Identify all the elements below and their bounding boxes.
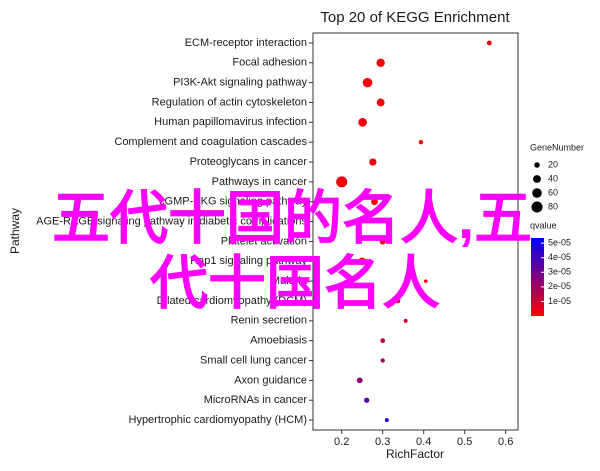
watermark-text: 代十国名人 <box>149 251 440 316</box>
color-tick-label: 1e-05 <box>548 296 571 306</box>
color-tick-label: 5e-05 <box>548 237 571 247</box>
x-tick-label: 0.3 <box>375 436 390 448</box>
bubble <box>395 298 401 304</box>
y-tick-label: ECM-receptor interaction <box>185 37 307 49</box>
y-tick-label: Dilated cardiomyopathy (DCM) <box>157 295 307 307</box>
size-legend-dot <box>532 188 542 198</box>
y-tick-label: Renin secretion <box>231 315 307 327</box>
size-legend-dot <box>533 175 541 183</box>
bubble <box>403 318 408 323</box>
bubble <box>371 198 378 206</box>
y-axis-title: Pathway <box>8 208 22 254</box>
y-tick-label: Proteoglycans in cancer <box>190 156 308 168</box>
size-legend-label: 80 <box>548 201 558 211</box>
bubble <box>380 338 386 344</box>
bubble <box>362 77 373 88</box>
bubble <box>358 257 366 265</box>
chart-title: Top 20 of KEGG Enrichment <box>320 9 510 26</box>
bubble <box>486 40 492 46</box>
bubble <box>376 98 385 107</box>
x-tick-label: 0.5 <box>457 436 472 448</box>
y-tick-label: Hypertrophic cardiomyopathy (HCM) <box>129 414 308 426</box>
y-tick-label: Regulation of actin cytoskeleton <box>152 96 307 108</box>
y-tick-label: Amoebiasis <box>250 335 307 347</box>
bubble <box>423 279 428 283</box>
x-tick-label: 0.2 <box>334 436 349 448</box>
size-legend-label: 20 <box>548 159 558 169</box>
y-tick-label: Focal adhesion <box>232 57 307 69</box>
bubble <box>386 218 392 225</box>
y-tick-label: Human papillomavirus infection <box>154 116 307 128</box>
bubble <box>356 377 363 384</box>
bubble <box>336 176 348 188</box>
y-tick-label: Axon guidance <box>234 374 307 386</box>
bubble <box>380 358 385 363</box>
y-tick-label: Malaria <box>271 275 308 287</box>
y-tick-label: cGMP-PKG signaling pathway <box>159 196 307 208</box>
color-tick-label: 2e-05 <box>548 281 571 291</box>
y-tick-label: Small cell lung cancer <box>200 354 307 366</box>
bubble <box>364 397 370 403</box>
x-axis-title: RichFactor <box>386 447 444 461</box>
bubble <box>376 58 385 67</box>
size-legend-label: 60 <box>548 187 558 197</box>
size-legend-title: GeneNumber <box>530 142 584 152</box>
x-tick-label: 0.6 <box>498 436 513 448</box>
color-tick-label: 4e-05 <box>548 252 571 262</box>
bubble <box>379 238 386 245</box>
size-legend-dot <box>531 201 543 213</box>
y-tick-label: Complement and coagulation cascades <box>114 136 307 148</box>
color-tick-label: 3e-05 <box>548 267 571 277</box>
color-legend-title: qvalue <box>530 220 557 230</box>
y-tick-label: Platelet activation <box>221 235 307 247</box>
y-tick-label: Pathways in cancer <box>212 176 308 188</box>
x-tick-label: 0.4 <box>416 436 431 448</box>
watermark-text: 五代十国的名人,五 <box>52 186 532 251</box>
plot-frame <box>312 32 519 431</box>
bubble <box>384 418 389 423</box>
y-tick-label: Rap1 signaling pathway <box>190 255 307 267</box>
size-legend-label: 40 <box>548 173 558 183</box>
bubble <box>369 158 377 166</box>
y-tick-label: PI3K-Akt signaling pathway <box>173 77 307 89</box>
color-bar <box>531 238 544 316</box>
bubble <box>358 117 367 127</box>
size-legend-dot <box>534 162 540 168</box>
bubble <box>418 140 423 145</box>
y-tick-label: MicroRNAs in cancer <box>204 394 308 406</box>
y-tick-label: AGE-RAGE signaling pathway in diabetic c… <box>36 215 307 227</box>
